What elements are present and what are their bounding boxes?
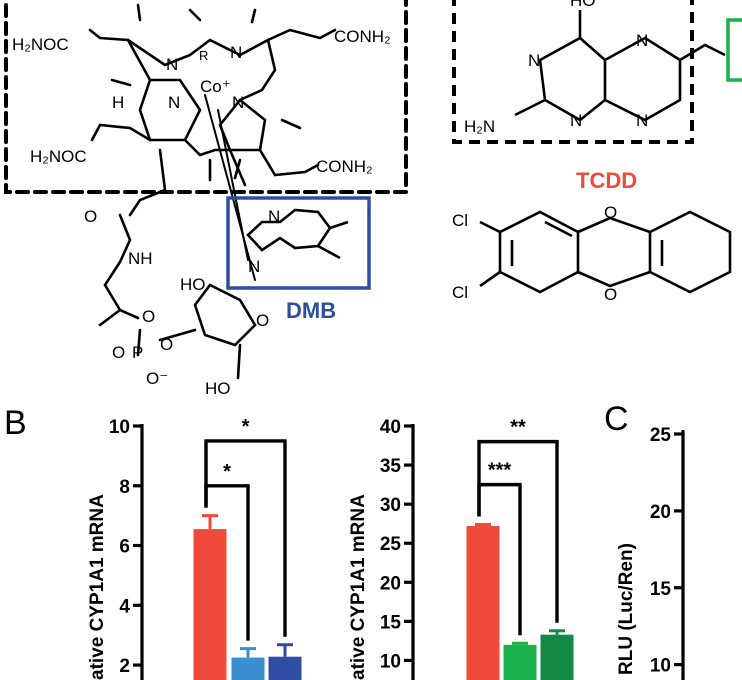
- pterin-structure: HO N N N N H₂N: [452, 0, 742, 144]
- atom-conh2-top: CONH₂: [334, 27, 391, 46]
- pterin-atom-n2: N: [636, 31, 648, 50]
- atom-nh: NH: [128, 249, 153, 268]
- pterin-atom-n4: N: [636, 111, 648, 130]
- chart-1-bar: [193, 529, 227, 680]
- chart-2-ytick-label: 35: [380, 456, 402, 477]
- atom-h: H: [112, 93, 124, 112]
- atom-p: P: [132, 343, 143, 362]
- atom-o-amide: O: [84, 207, 97, 226]
- chart-2-bar: [540, 634, 574, 680]
- chart-2-ylabel: ative CYP1A1 mRNA: [348, 494, 369, 680]
- chart-3-ytick-label: 15: [650, 579, 672, 600]
- chart-1-ytick-label: 2: [119, 656, 130, 677]
- chart-1-ytick-label: 4: [119, 596, 130, 617]
- panel-label-b: B: [4, 404, 27, 442]
- atom-o-ring: O: [256, 311, 269, 330]
- chart-3: RLU (Luc/Ren) 10 15 20 25: [616, 425, 685, 680]
- atom-o-ester: O: [142, 307, 155, 326]
- chart-1-ytick-label: 6: [119, 537, 130, 558]
- tcdd-structure: TCDD Cl Cl O O: [452, 168, 732, 304]
- atom-n2: N: [230, 43, 242, 62]
- pterin-atom-n3: N: [570, 111, 582, 130]
- dmb-atom-n-b: N: [248, 257, 260, 276]
- chart-2-ytick-label: 10: [380, 651, 401, 672]
- atom-ho2: HO: [205, 379, 231, 398]
- chart-1-significance-label: *: [223, 461, 231, 483]
- chart-1-significance-label: *: [242, 416, 250, 438]
- chart-2-ytick-label: 40: [380, 417, 401, 438]
- pterin-green-edge: [726, 18, 742, 82]
- atom-r: R: [199, 48, 208, 63]
- chart-1-ytick-label: 10: [109, 417, 130, 438]
- chart-1-bar: [231, 657, 265, 680]
- pterin-atom-h2n: H₂N: [464, 117, 495, 136]
- tcdd-atom-o2: O: [604, 285, 617, 304]
- pterin-atom-ho: HO: [570, 0, 596, 10]
- cobalamin-dashed-box: [4, 0, 408, 194]
- tcdd-atom-o1: O: [604, 203, 617, 222]
- chart-1-bar: [268, 656, 302, 680]
- atom-h2noc-top: H₂NOC: [12, 35, 69, 54]
- atom-o-minus: O⁻: [146, 369, 168, 388]
- atom-n3: N: [168, 93, 180, 112]
- chart-2-significance-label: ***: [488, 460, 512, 482]
- chart-2-ytick-label: 25: [380, 534, 402, 555]
- atom-ho: HO: [180, 275, 206, 294]
- atom-conh2-bottom: CONH₂: [316, 157, 373, 176]
- chart-1-ylabel: ative CYP1A1 mRNA: [87, 494, 108, 680]
- tcdd-atom-cl1: Cl: [452, 211, 468, 230]
- chart-2-bar: [466, 526, 500, 680]
- atom-n4: N: [232, 93, 244, 112]
- chart-1-ytick-label: 8: [119, 477, 130, 498]
- chart-2-ytick-label: 30: [380, 495, 401, 516]
- cobalamin-labels: H₂NOC CONH₂ R Co⁺ N N N N H H₂NOC CONH₂ …: [12, 27, 391, 398]
- chart-3-ytick-label: 25: [650, 425, 672, 446]
- atom-o-bridge: O: [160, 335, 173, 354]
- chart-3-ytick-label: 10: [650, 656, 671, 677]
- chart-2-bar: [503, 644, 537, 680]
- chart-1: ative CYP1A1 mRNA 2 4 6 8 10 * *: [87, 416, 302, 680]
- chart-2-significance-bracket: [477, 439, 559, 623]
- chart-2-ytick-label: 20: [380, 573, 401, 594]
- atom-co: Co⁺: [200, 77, 231, 96]
- atom-n1: N: [166, 55, 178, 74]
- chart-3-ytick-label: 20: [650, 502, 671, 523]
- cobalamin-structure: [4, 0, 408, 380]
- atom-h2noc-bottom: H₂NOC: [30, 147, 87, 166]
- panel-label-c: C: [604, 400, 629, 438]
- chart-1-significance-bracket: [204, 439, 287, 637]
- chart-2-significance-label: **: [510, 417, 526, 439]
- chart-2-ytick-label: 15: [380, 612, 402, 633]
- pterin-atom-n1: N: [528, 51, 540, 70]
- tcdd-label: TCDD: [576, 168, 637, 193]
- atom-o-p: O: [112, 343, 125, 362]
- dmb-group: N N DMB: [226, 196, 371, 323]
- tcdd-atom-cl2: Cl: [452, 283, 468, 302]
- dmb-label: DMB: [286, 298, 336, 323]
- dmb-atom-n-a: N: [268, 207, 280, 226]
- dmb-box: [226, 196, 371, 290]
- chart-3-ylabel: RLU (Luc/Ren): [616, 543, 637, 675]
